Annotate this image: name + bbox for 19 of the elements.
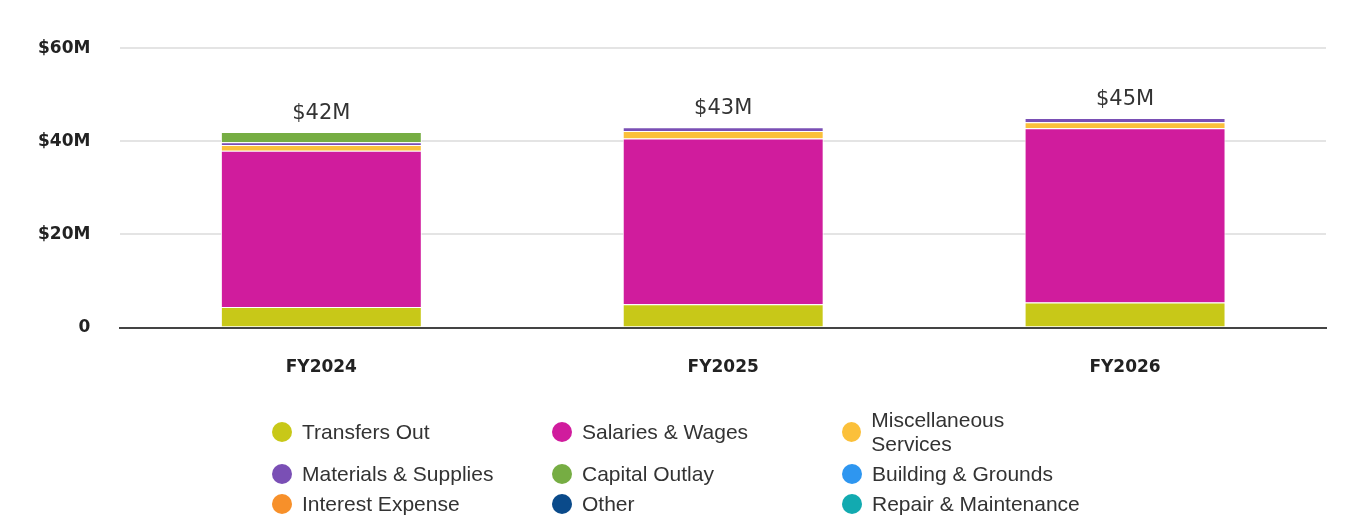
legend-label: Interest Expense [302,492,460,516]
legend-label: Capital Outlay [582,462,714,486]
legend-label: Salaries & Wages [582,420,749,444]
legend-label: Transfers Out [302,420,430,444]
legend-label: Repair & Maintenance [872,492,1080,516]
total-label: $45M [1095,86,1155,110]
legend-label: Other [582,492,635,516]
y-tick-label: 0 [78,316,91,337]
x-tick-label: FY2025 [687,356,759,377]
x-tick-label: FY2026 [1089,356,1161,377]
legend-label: Building & Grounds [872,462,1053,486]
y-tick-label: $20M [38,222,91,243]
legend-label: Materials & Supplies [302,462,494,486]
y-tick-label: $60M [38,36,91,57]
y-tick-label: $40M [38,129,91,150]
total-label: $43M [694,95,753,120]
x-tick-label: FY2024 [285,356,358,377]
total-label: $42M [292,99,351,124]
legend-label: Miscellaneous Services [871,408,1006,456]
